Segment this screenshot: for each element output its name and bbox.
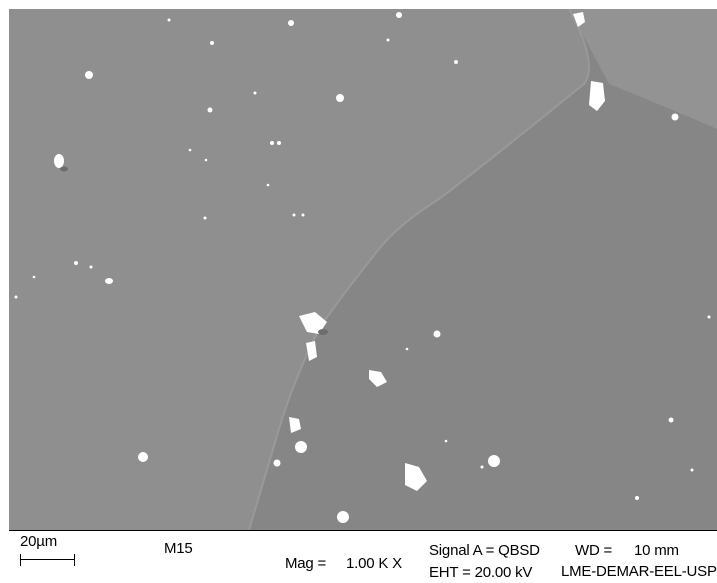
particle bbox=[74, 261, 78, 265]
scale-bar-tick-right bbox=[74, 554, 75, 566]
particle bbox=[292, 213, 296, 217]
grain-boundary bbox=[248, 9, 590, 530]
scale-bar-line bbox=[20, 559, 75, 560]
particle bbox=[405, 463, 427, 491]
particle bbox=[433, 330, 441, 338]
particle bbox=[188, 148, 192, 152]
mag-value: 1.00 K X bbox=[346, 555, 402, 572]
particle bbox=[369, 370, 387, 387]
particle bbox=[336, 94, 344, 102]
wd-value: 10 mm bbox=[634, 542, 679, 559]
particle bbox=[299, 312, 327, 334]
particle bbox=[253, 91, 257, 95]
scale-bar-tick-left bbox=[20, 554, 21, 566]
particle bbox=[306, 341, 317, 361]
particle bbox=[273, 459, 281, 467]
particle bbox=[89, 265, 93, 269]
particle bbox=[138, 452, 148, 462]
wd-label: WD = bbox=[575, 542, 613, 559]
particle bbox=[85, 71, 93, 79]
particle bbox=[105, 278, 113, 284]
grain-upper-right bbox=[569, 9, 717, 129]
particle bbox=[690, 468, 694, 472]
particle bbox=[635, 496, 639, 500]
particle bbox=[480, 465, 484, 469]
eht-text: EHT = 20.00 kV bbox=[429, 564, 533, 581]
particle bbox=[289, 417, 301, 433]
particle bbox=[444, 439, 448, 443]
particle bbox=[454, 60, 458, 64]
particle bbox=[589, 81, 605, 111]
particle bbox=[277, 141, 281, 145]
particle-shadow bbox=[318, 329, 328, 335]
particle bbox=[270, 141, 274, 145]
particle-shadow bbox=[60, 166, 68, 172]
particle bbox=[671, 113, 679, 121]
particle-shadows bbox=[60, 166, 328, 335]
particle bbox=[337, 511, 349, 523]
particle bbox=[207, 107, 213, 113]
particle bbox=[203, 216, 207, 220]
particle bbox=[210, 41, 214, 45]
particle bbox=[204, 158, 208, 162]
particle bbox=[266, 183, 270, 187]
particle bbox=[488, 455, 500, 467]
particle bbox=[32, 275, 36, 279]
signal-text: Signal A = QBSD bbox=[429, 542, 540, 559]
particle bbox=[301, 213, 305, 217]
particle bbox=[54, 154, 64, 168]
scale-bar bbox=[20, 554, 75, 566]
mag-label: Mag = bbox=[285, 555, 327, 572]
particle bbox=[386, 38, 390, 42]
grain-right-dark bbox=[249, 9, 717, 530]
sample-name: M15 bbox=[164, 540, 193, 557]
particle bbox=[405, 347, 409, 351]
particle bbox=[396, 12, 402, 18]
particle bbox=[668, 417, 674, 423]
particle bbox=[14, 295, 18, 299]
scale-label: 20µm bbox=[20, 533, 58, 550]
lab-name: LME-DEMAR-EEL-USP bbox=[561, 563, 717, 580]
particle bbox=[573, 12, 585, 27]
sem-micrograph bbox=[9, 9, 717, 530]
particle bbox=[707, 315, 711, 319]
particle bbox=[295, 441, 307, 453]
particle bbox=[167, 18, 171, 22]
precipitate-particles bbox=[14, 12, 711, 523]
sem-info-bar: 20µm M15 Mag = 1.00 K X Signal A = QBSD … bbox=[9, 530, 717, 583]
micrograph-canvas bbox=[9, 9, 717, 530]
particle bbox=[288, 20, 294, 26]
